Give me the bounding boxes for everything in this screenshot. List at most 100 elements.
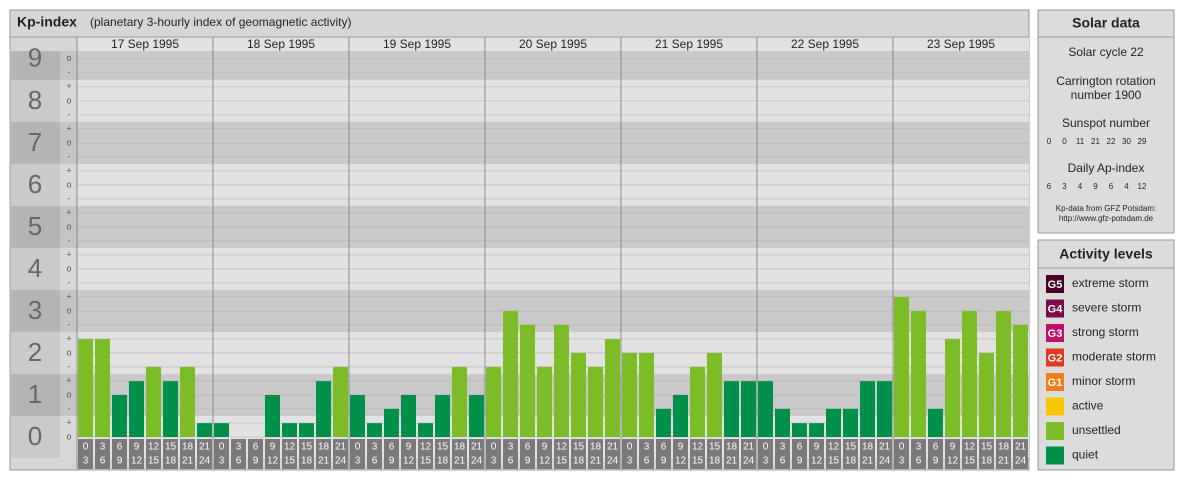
time-start: 9 <box>678 442 684 453</box>
bar <box>605 339 620 437</box>
time-end: 21 <box>454 456 466 467</box>
day-label: 21 Sep 1995 <box>655 37 723 51</box>
bar <box>911 310 926 437</box>
time-box <box>435 439 450 469</box>
bar <box>724 381 739 437</box>
bar <box>316 381 331 437</box>
bar <box>163 381 178 437</box>
bar <box>435 394 450 437</box>
time-end: 18 <box>301 456 313 467</box>
sub-tick-label: o <box>66 137 71 147</box>
time-end: 21 <box>726 456 738 467</box>
day-label: 19 Sep 1995 <box>383 37 451 51</box>
ap-title: Daily Ap-index <box>1068 161 1145 175</box>
time-box <box>656 439 671 469</box>
source: Kp-data from GFZ Potsdam: <box>1056 204 1156 213</box>
y-tick-label: 8 <box>28 85 42 115</box>
sub-tick-label: + <box>66 333 71 343</box>
time-start: 3 <box>100 442 106 453</box>
sunspot-value: 22 <box>1107 137 1116 146</box>
bar <box>469 394 484 437</box>
time-end: 21 <box>862 456 874 467</box>
time-box <box>316 439 331 469</box>
time-end: 9 <box>661 456 667 467</box>
date-row <box>77 37 1029 51</box>
bar <box>945 339 960 437</box>
sub-tick-label: + <box>66 417 71 427</box>
y-tick-box <box>11 247 60 290</box>
time-box <box>996 439 1011 469</box>
time-box <box>214 439 229 469</box>
time-box <box>418 439 433 469</box>
time-box <box>401 439 416 469</box>
bar <box>707 352 722 437</box>
time-start: 12 <box>828 442 840 453</box>
time-box <box>877 439 892 469</box>
bar <box>877 381 892 437</box>
bar <box>996 310 1011 437</box>
time-box <box>503 439 518 469</box>
y-tick-box <box>11 373 60 416</box>
sub-tick-label: + <box>66 249 71 259</box>
bar <box>537 366 552 437</box>
sub-tick-box <box>60 289 77 332</box>
sub-tick-label: - <box>68 151 71 161</box>
bar <box>129 381 144 437</box>
bar <box>741 381 756 437</box>
time-end: 3 <box>83 456 89 467</box>
time-box <box>384 439 399 469</box>
sub-tick-box <box>60 205 77 248</box>
time-start: 12 <box>148 442 160 453</box>
legend-swatch <box>1046 373 1064 391</box>
time-start: 3 <box>372 442 378 453</box>
bar <box>554 324 569 437</box>
bar <box>384 408 399 437</box>
time-end: 3 <box>627 456 633 467</box>
time-start: 9 <box>134 442 140 453</box>
time-start: 6 <box>117 442 123 453</box>
legend-code: G4 <box>1048 303 1064 315</box>
time-start: 9 <box>814 442 820 453</box>
bar <box>571 352 586 437</box>
legend-code: G5 <box>1048 279 1063 291</box>
time-start: 6 <box>253 442 259 453</box>
sub-tick-label: - <box>68 67 71 77</box>
time-start: 3 <box>644 442 650 453</box>
legend-label: moderate storm <box>1072 350 1156 364</box>
sub-tick-label: o <box>66 431 71 441</box>
sub-tick-box <box>60 79 77 122</box>
time-end: 15 <box>964 456 976 467</box>
day-label: 20 Sep 1995 <box>519 37 587 51</box>
time-start: 0 <box>355 442 361 453</box>
panel-title: Solar data <box>1072 15 1140 31</box>
y-tick-label: 4 <box>28 253 42 283</box>
time-start: 6 <box>933 442 939 453</box>
sub-tick-label: - <box>68 277 71 287</box>
sub-tick-label: o <box>66 179 71 189</box>
time-box <box>452 439 467 469</box>
day-label: 22 Sep 1995 <box>791 37 859 51</box>
time-end: 6 <box>236 456 242 467</box>
y-tick-box <box>11 289 60 332</box>
time-start: 21 <box>199 442 211 453</box>
time-box <box>520 439 535 469</box>
bar <box>282 423 297 437</box>
day-label: 18 Sep 1995 <box>247 37 315 51</box>
bar <box>418 423 433 437</box>
legend-code: G3 <box>1048 328 1063 340</box>
time-end: 3 <box>763 456 769 467</box>
sub-tick-box <box>60 121 77 164</box>
time-box <box>78 439 93 469</box>
sub-tick-label: + <box>66 375 71 385</box>
time-end: 9 <box>797 456 803 467</box>
time-start: 21 <box>471 442 483 453</box>
sunspot-value: 0 <box>1047 137 1052 146</box>
time-box <box>350 439 365 469</box>
time-start: 15 <box>709 442 721 453</box>
time-start: 0 <box>219 442 225 453</box>
time-start: 9 <box>950 442 956 453</box>
time-box <box>554 439 569 469</box>
bar <box>775 408 790 437</box>
bar <box>928 408 943 437</box>
time-end: 3 <box>491 456 497 467</box>
